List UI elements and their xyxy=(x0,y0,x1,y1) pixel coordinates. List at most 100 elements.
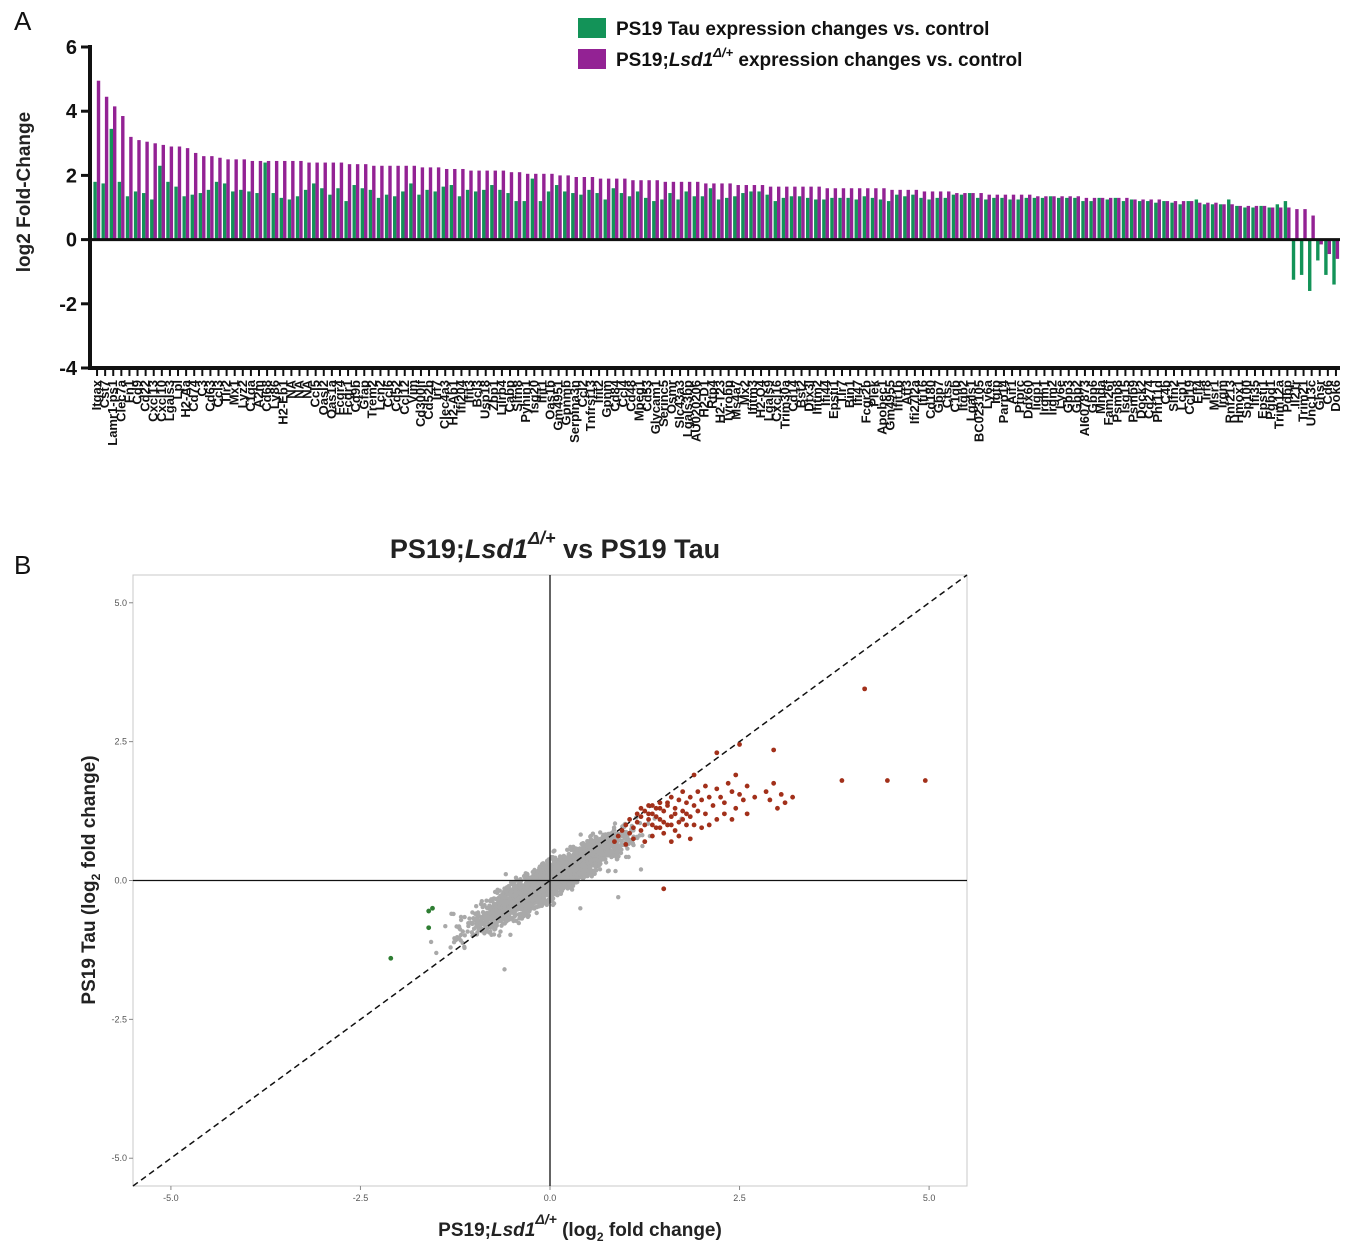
bar-tau xyxy=(1129,199,1134,240)
bar-gene-label: H2-D1 xyxy=(696,380,711,418)
scatter-point-gray xyxy=(613,868,618,874)
bar-gene-label: Gbp3 xyxy=(1061,380,1076,413)
scatter-point-red xyxy=(725,780,731,786)
scatter-point-gray xyxy=(588,859,594,865)
scatter-point-gray xyxy=(471,917,477,922)
bar-gene-label: Cd9b xyxy=(348,380,363,413)
bar-lsd1 xyxy=(258,160,263,240)
scatter-point-red xyxy=(661,886,667,892)
bar-tau xyxy=(530,178,535,240)
bar-lsd1 xyxy=(501,170,506,240)
bar-tau xyxy=(303,189,308,240)
bar-gene-label: C1qb xyxy=(947,380,962,413)
scatter-point-gray xyxy=(519,911,524,917)
scatter-point-gray xyxy=(597,836,603,842)
bar-tau xyxy=(271,193,275,240)
bar-gene-label: Cd48 xyxy=(623,380,638,412)
bar-tau xyxy=(1154,202,1158,240)
bar-tau xyxy=(522,201,526,240)
bar-gene-label: Ly6e xyxy=(1053,380,1068,409)
bar-tau xyxy=(563,191,567,240)
scatter-point-red xyxy=(771,780,777,786)
bar-tau xyxy=(1097,197,1101,240)
bar-lsd1 xyxy=(687,181,692,240)
bar-gene-label: Ccl4 xyxy=(615,379,630,407)
sy-sub: 2 xyxy=(89,873,103,880)
bar-tau xyxy=(862,196,867,240)
bar-lsd1 xyxy=(113,106,117,240)
bar-lsd1 xyxy=(388,165,392,240)
scatter-point-red xyxy=(687,836,693,842)
scatter-point-gray xyxy=(448,945,453,950)
bar-gene-label: Fcgr4 xyxy=(332,379,347,415)
bar-tau xyxy=(263,162,267,240)
legend-swatch-tau xyxy=(578,18,606,38)
bar-tau xyxy=(895,194,899,240)
bar-gene-label: Rtp4 xyxy=(704,379,719,409)
scatter-point-gray xyxy=(500,909,505,914)
scatter-point-gray xyxy=(545,886,551,891)
scatter-point-gray xyxy=(594,835,599,840)
scatter-title-sup: Δ/+ xyxy=(527,528,556,548)
bar-lsd1 xyxy=(517,172,522,240)
bar-gene-label: Ghsr xyxy=(1312,380,1327,410)
bar-tau xyxy=(684,191,688,240)
bar-tau xyxy=(279,197,284,240)
scatter-point-gray xyxy=(587,852,592,857)
scatter-point-gray xyxy=(504,919,509,924)
bar-tau xyxy=(781,197,786,240)
scatter-point-gray xyxy=(612,821,618,826)
scatter-y-tick-label: 5.0 xyxy=(114,598,127,608)
scatter-point-gray xyxy=(534,881,540,886)
bar-gene-label: Slc43a3 xyxy=(672,380,687,428)
scatter-point-red xyxy=(778,792,784,797)
bar-gene-label: Lilrb4 xyxy=(494,379,509,415)
scatter-point-gray xyxy=(478,923,483,928)
scatter-point-gray xyxy=(449,911,454,917)
bar-tau xyxy=(368,189,373,240)
bar-tau xyxy=(1024,197,1029,240)
bar-tau xyxy=(951,194,956,240)
scatter-point-gray xyxy=(544,900,549,905)
bar-lsd1 xyxy=(906,189,910,240)
bar-lsd1 xyxy=(1189,201,1194,240)
bar-tau xyxy=(708,188,713,240)
bar-tau xyxy=(635,191,640,240)
legend-lsd1-gene: Lsd1 xyxy=(669,50,713,71)
bar-tau xyxy=(822,199,826,240)
scatter-point-gray xyxy=(609,850,615,855)
bar-tau xyxy=(571,193,575,240)
sx-end: fold change) xyxy=(604,1220,722,1241)
scatter-point-gray xyxy=(597,867,603,872)
scatter-point-gray xyxy=(460,940,465,946)
bar-gene-label: Ifi44 xyxy=(818,379,833,406)
bar-lsd1 xyxy=(704,183,708,240)
bar-tau xyxy=(603,199,607,240)
bar-gene-label: Tyrobp xyxy=(721,380,736,423)
scatter-point-red xyxy=(733,772,739,778)
scatter-point-red xyxy=(638,805,644,811)
scatter-point-gray xyxy=(471,926,477,931)
bar-gene-label: Pdbp xyxy=(1279,380,1294,413)
bar-lsd1 xyxy=(550,173,554,240)
bar-tau xyxy=(579,194,583,240)
bar-lsd1 xyxy=(971,193,975,240)
bar-lsd1 xyxy=(817,186,821,240)
bar-chart-panel: PS19 Tau expression changes vs. control … xyxy=(14,18,1343,446)
bar-gene-label: Dok6 xyxy=(1328,380,1343,412)
scatter-point-red xyxy=(737,742,742,747)
scatter-point-gray xyxy=(573,846,578,851)
bar-tau xyxy=(312,183,316,240)
bar-tau xyxy=(627,196,632,240)
scatter-point-gray xyxy=(591,840,596,845)
bar-tau xyxy=(482,189,486,240)
bar-lsd1 xyxy=(793,186,797,240)
bar-tau xyxy=(554,185,559,240)
bar-lsd1 xyxy=(744,185,748,240)
bar-tau xyxy=(660,199,664,240)
bar-gene-label: Gm4951 xyxy=(551,380,566,431)
scatter-point-red xyxy=(619,828,625,833)
scatter-gray-points xyxy=(428,815,684,972)
scatter-point-gray xyxy=(465,929,470,934)
bar-tau xyxy=(1146,201,1150,240)
